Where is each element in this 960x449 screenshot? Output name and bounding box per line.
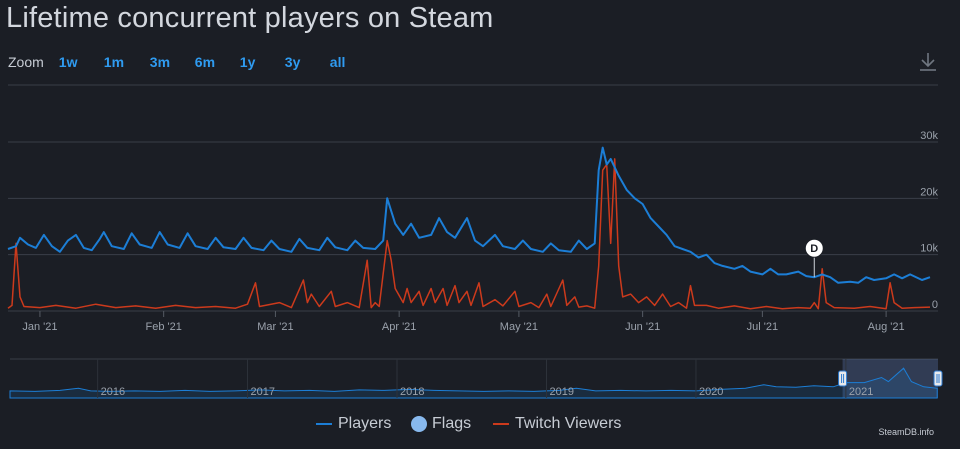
zoom-all-button[interactable]: all bbox=[329, 54, 346, 70]
flags-series: D bbox=[804, 238, 824, 278]
zoom-1m-button[interactable]: 1m bbox=[103, 54, 125, 70]
legend-label-twitch: Twitch Viewers bbox=[515, 415, 622, 432]
flags-dot-icon bbox=[411, 416, 427, 432]
twitch-viewers-series bbox=[7, 158, 931, 310]
navigator-year-label: 2019 bbox=[549, 386, 573, 398]
flag-marker bbox=[804, 238, 824, 258]
credit-text: SteamDB.info bbox=[878, 427, 934, 437]
zoom-label: Zoom bbox=[8, 54, 44, 70]
players-line bbox=[7, 146, 931, 284]
legend: Players Flags Twitch Viewers bbox=[0, 415, 960, 437]
navigator: 2016 2017 2018 2019 2020 2021 bbox=[9, 358, 943, 399]
x-tick-label: Jun '21 bbox=[625, 321, 660, 333]
twitch-line-icon bbox=[493, 423, 509, 425]
navigator-year-label: 2021 bbox=[849, 386, 873, 398]
x-tick-label: Aug '21 bbox=[868, 321, 905, 333]
navigator-series bbox=[9, 367, 938, 399]
navigator-handle-left[interactable] bbox=[838, 370, 848, 387]
twitch-viewers-line bbox=[7, 158, 931, 310]
flag-label: D bbox=[810, 243, 818, 255]
x-tick-label: Mar '21 bbox=[257, 321, 293, 333]
navigator-year-label: 2016 bbox=[101, 386, 125, 398]
x-tick-label: Jul '21 bbox=[747, 321, 778, 333]
navigator-year-label: 2018 bbox=[400, 386, 424, 398]
zoom-3y-button[interactable]: 3y bbox=[284, 54, 301, 70]
players-series bbox=[7, 146, 931, 284]
y-tick-label: 0 bbox=[932, 299, 938, 311]
zoom-6m-button[interactable]: 6m bbox=[194, 54, 216, 70]
y-tick-label: 30k bbox=[920, 130, 938, 142]
legend-label-flags: Flags bbox=[432, 415, 472, 432]
navigator-handle-right[interactable] bbox=[933, 370, 943, 387]
y-tick-label: 10k bbox=[920, 243, 938, 255]
legend-item-players[interactable]: Players bbox=[316, 415, 391, 433]
y-axis-labels: 0 10k 20k 30k bbox=[920, 130, 938, 311]
chart-grid bbox=[8, 84, 938, 312]
x-tick-label: May '21 bbox=[500, 321, 538, 333]
zoom-1y-button[interactable]: 1y bbox=[239, 54, 256, 70]
page-title: Lifetime concurrent players on Steam bbox=[6, 2, 494, 34]
x-tick-label: Jan '21 bbox=[22, 321, 57, 333]
navigator-selection bbox=[842, 359, 938, 398]
x-axis: Jan '21 Feb '21 Mar '21 Apr '21 May '21 Jun '… bbox=[22, 311, 905, 333]
legend-item-flags[interactable]: Flags bbox=[411, 415, 471, 433]
download-icon[interactable] bbox=[916, 50, 940, 74]
zoom-1w-button[interactable]: 1w bbox=[58, 54, 78, 70]
legend-label-players: Players bbox=[338, 415, 392, 432]
zoom-bar: Zoom 1w 1m 3m 6m 1y 3y all bbox=[8, 52, 345, 72]
y-tick-label: 20k bbox=[920, 186, 938, 198]
x-tick-label: Apr '21 bbox=[382, 321, 417, 333]
navigator-year-label: 2017 bbox=[251, 386, 275, 398]
navigator-year-label: 2020 bbox=[699, 386, 723, 398]
x-tick-label: Feb '21 bbox=[145, 321, 181, 333]
legend-item-twitch[interactable]: Twitch Viewers bbox=[493, 415, 621, 433]
players-line-icon bbox=[316, 423, 332, 425]
zoom-3m-button[interactable]: 3m bbox=[149, 54, 171, 70]
